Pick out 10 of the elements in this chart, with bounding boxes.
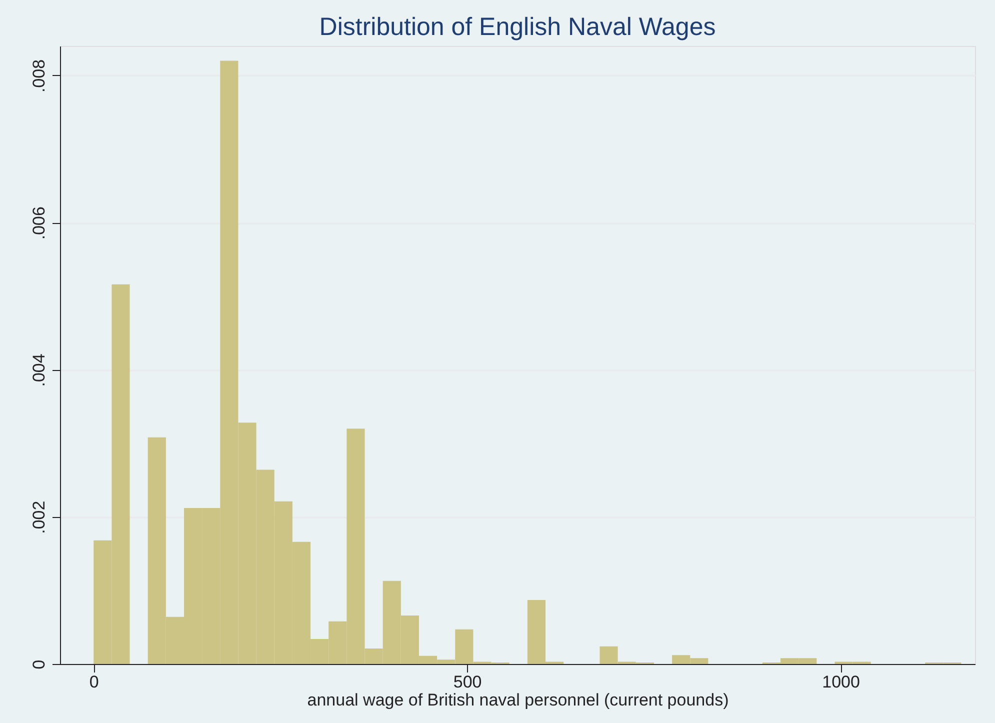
y-tick-label: .006 <box>30 206 48 240</box>
chart-title: Distribution of English Naval Wages <box>319 13 716 41</box>
x-axis-title: annual wage of British naval personnel (current pounds) <box>307 690 729 710</box>
y-tick-label: 0 <box>30 660 48 670</box>
x-tick-label: 1000 <box>822 672 860 692</box>
x-tick-label: 500 <box>453 672 482 692</box>
y-tick-label: .004 <box>30 354 48 387</box>
x-tick-label: 0 <box>89 672 99 692</box>
y-tick-label: .002 <box>30 500 48 534</box>
y-tick-label: .008 <box>30 59 48 92</box>
